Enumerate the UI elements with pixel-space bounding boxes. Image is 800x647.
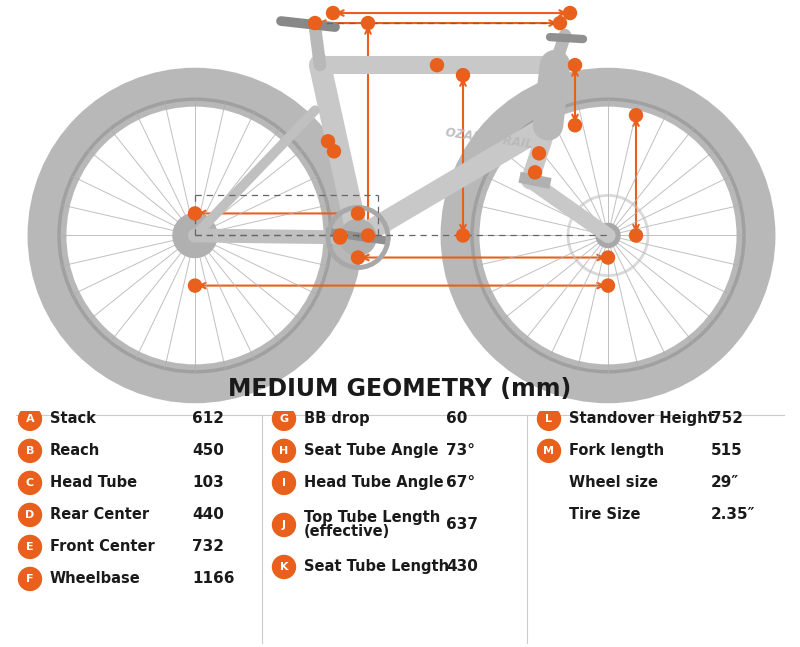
Circle shape bbox=[430, 59, 443, 72]
Text: G: G bbox=[279, 414, 289, 424]
Circle shape bbox=[630, 229, 642, 242]
Text: K: K bbox=[280, 562, 288, 572]
Circle shape bbox=[569, 59, 582, 72]
Circle shape bbox=[18, 439, 42, 463]
Text: (effective): (effective) bbox=[304, 525, 390, 540]
Text: Fork length: Fork length bbox=[569, 443, 664, 458]
Text: J: J bbox=[282, 520, 286, 530]
Circle shape bbox=[538, 439, 561, 463]
Circle shape bbox=[596, 223, 620, 248]
Circle shape bbox=[189, 230, 201, 241]
Text: B: B bbox=[26, 446, 34, 456]
Text: Head Tube: Head Tube bbox=[50, 476, 137, 490]
Text: BB drop: BB drop bbox=[304, 411, 370, 426]
Circle shape bbox=[351, 207, 365, 220]
Circle shape bbox=[183, 223, 207, 248]
Circle shape bbox=[351, 251, 365, 264]
Text: 752: 752 bbox=[711, 411, 743, 426]
Text: OZARK TRAIL: OZARK TRAIL bbox=[445, 126, 534, 151]
Circle shape bbox=[18, 567, 42, 591]
Circle shape bbox=[554, 17, 566, 30]
Circle shape bbox=[18, 472, 42, 494]
Circle shape bbox=[457, 69, 470, 82]
Circle shape bbox=[362, 17, 374, 30]
Circle shape bbox=[327, 145, 341, 158]
Text: 450: 450 bbox=[192, 443, 224, 458]
Circle shape bbox=[334, 229, 346, 242]
Text: Reach: Reach bbox=[50, 443, 100, 458]
Text: D: D bbox=[26, 510, 34, 520]
Text: Wheelbase: Wheelbase bbox=[50, 571, 141, 586]
Text: 60: 60 bbox=[446, 411, 467, 426]
Text: 103: 103 bbox=[192, 476, 224, 490]
Circle shape bbox=[273, 555, 295, 578]
Circle shape bbox=[326, 6, 339, 19]
Circle shape bbox=[538, 408, 561, 430]
Text: Stack: Stack bbox=[50, 411, 96, 426]
Text: 515: 515 bbox=[711, 443, 742, 458]
Circle shape bbox=[602, 230, 614, 241]
Text: Top Tube Length: Top Tube Length bbox=[304, 510, 440, 525]
Circle shape bbox=[529, 166, 542, 179]
Circle shape bbox=[602, 251, 614, 264]
Text: C: C bbox=[26, 478, 34, 488]
Circle shape bbox=[189, 207, 202, 220]
Circle shape bbox=[602, 279, 614, 292]
Circle shape bbox=[322, 135, 334, 148]
Text: E: E bbox=[26, 542, 34, 552]
Circle shape bbox=[273, 408, 295, 430]
Text: Front Center: Front Center bbox=[50, 540, 154, 554]
Circle shape bbox=[309, 17, 322, 30]
Text: Seat Tube Length: Seat Tube Length bbox=[304, 560, 449, 575]
Text: 67°: 67° bbox=[446, 476, 475, 490]
Text: Rear Center: Rear Center bbox=[50, 507, 149, 522]
Circle shape bbox=[18, 408, 42, 430]
Circle shape bbox=[569, 119, 582, 132]
Circle shape bbox=[362, 229, 374, 242]
Text: I: I bbox=[282, 478, 286, 488]
Text: 29″: 29″ bbox=[711, 476, 739, 490]
Text: 637: 637 bbox=[446, 518, 478, 532]
Circle shape bbox=[18, 503, 42, 527]
Circle shape bbox=[630, 109, 642, 122]
Text: H: H bbox=[279, 446, 289, 456]
Text: MEDIUM GEOMETRY (mm): MEDIUM GEOMETRY (mm) bbox=[228, 377, 572, 400]
Circle shape bbox=[189, 279, 202, 292]
Circle shape bbox=[334, 231, 346, 244]
Text: Seat Tube Angle: Seat Tube Angle bbox=[304, 443, 438, 458]
Text: M: M bbox=[543, 446, 554, 456]
Circle shape bbox=[563, 6, 577, 19]
Text: 430: 430 bbox=[446, 560, 478, 575]
Text: Head Tube Angle: Head Tube Angle bbox=[304, 476, 444, 490]
Text: Wheel size: Wheel size bbox=[569, 476, 658, 490]
Circle shape bbox=[18, 536, 42, 558]
Text: 1166: 1166 bbox=[192, 571, 234, 586]
Circle shape bbox=[340, 219, 376, 256]
Circle shape bbox=[533, 147, 546, 160]
Circle shape bbox=[273, 439, 295, 463]
Text: 440: 440 bbox=[192, 507, 224, 522]
Text: F: F bbox=[26, 574, 34, 584]
Circle shape bbox=[457, 229, 470, 242]
Text: 612: 612 bbox=[192, 411, 224, 426]
Circle shape bbox=[273, 514, 295, 536]
Text: A: A bbox=[26, 414, 34, 424]
Text: 2.35″: 2.35″ bbox=[711, 507, 755, 522]
Circle shape bbox=[173, 214, 217, 258]
Text: 73°: 73° bbox=[446, 443, 475, 458]
Text: 732: 732 bbox=[192, 540, 224, 554]
Text: Tire Size: Tire Size bbox=[569, 507, 641, 522]
Text: Standover Height: Standover Height bbox=[569, 411, 714, 426]
Text: L: L bbox=[546, 414, 553, 424]
Circle shape bbox=[273, 472, 295, 494]
